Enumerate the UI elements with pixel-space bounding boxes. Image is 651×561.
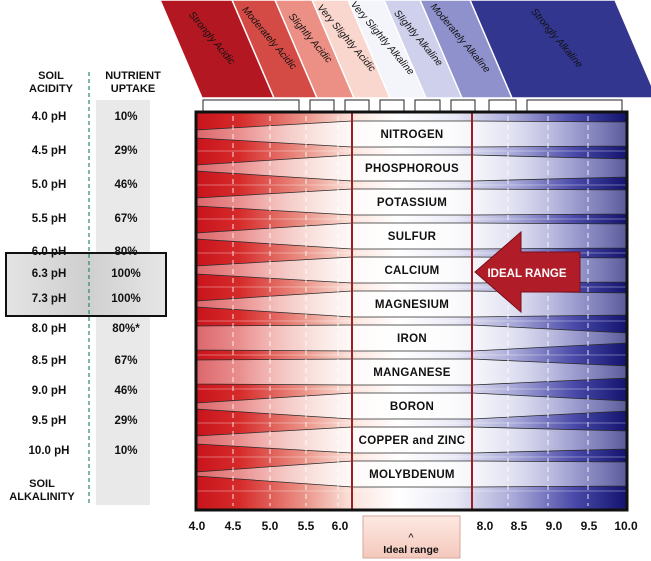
- axis-tick-label: 10.0: [614, 519, 638, 533]
- nutrient-label: IRON: [397, 333, 427, 345]
- uptake-value: 29%: [114, 145, 137, 157]
- nutrient-label: PHOSPHOROUS: [365, 163, 459, 175]
- nutrient-uptake-line1: NUTRIENT: [105, 70, 161, 82]
- ph-value: 8.0 pH: [32, 323, 67, 335]
- nutrient-label: POTASSIUM: [377, 197, 447, 209]
- uptake-value: 46%: [114, 385, 137, 397]
- nutrient-chart: NITROGEN PHOSPHOROUS POTASSIUM SULFUR CALCIU…: [194, 110, 629, 512]
- nutrient-label: MAGNESIUM: [375, 299, 449, 311]
- ph-value: 7.3 pH: [32, 293, 67, 305]
- ph-range-banners: Strongly Acidic Moderately AcidicSlightly…: [159, 0, 651, 112]
- ideal-range-caption: ^ Ideal range: [362, 515, 461, 559]
- soil-alkalinity-line2: ALKALINITY: [9, 491, 75, 503]
- chart-gridlines: [232, 116, 589, 506]
- range-banner: [469, 0, 651, 99]
- range-bracket: [344, 99, 370, 112]
- ph-value: 5.5 pH: [32, 213, 67, 225]
- range-bracket: [414, 99, 441, 112]
- ph-value: 10.0 pH: [29, 445, 70, 457]
- range-bracket: [309, 99, 335, 112]
- soil-alkalinity-line1: SOIL: [29, 478, 55, 490]
- axis-tick-label: 4.5: [225, 519, 242, 533]
- ideal-range-label: IDEAL RANGE: [487, 268, 566, 280]
- soil-acidity-line2: ACIDITY: [29, 83, 74, 95]
- nutrient-label: MOLYBDENUM: [369, 469, 455, 481]
- uptake-value: 100%: [111, 268, 140, 280]
- ph-value: 8.5 pH: [32, 355, 67, 367]
- ph-value: 9.0 pH: [32, 385, 67, 397]
- axis-tick-label: 8.0: [477, 519, 494, 533]
- ideal-rows-box: [5, 252, 167, 317]
- uptake-value: 100%: [111, 293, 140, 305]
- range-bracket: [202, 99, 300, 112]
- chart-frame: [194, 110, 629, 512]
- caption-box: [362, 515, 461, 559]
- soil-acidity-header: SOIL ACIDITY: [29, 70, 74, 95]
- ph-value: 9.5 pH: [32, 415, 67, 427]
- nutrient-uptake-header: NUTRIENT UPTAKE: [105, 70, 161, 95]
- uptake-value: 10%: [114, 111, 137, 123]
- soil-acidity-line1: SOIL: [38, 70, 64, 82]
- nutrient-label: BORON: [390, 401, 434, 413]
- uptake-value: 46%: [114, 179, 137, 191]
- range-bracket: [526, 99, 623, 112]
- uptake-value: 67%: [114, 355, 137, 367]
- soil-alkalinity-header: SOIL ALKALINITY: [9, 478, 75, 503]
- ph-value: 5.0 pH: [32, 179, 67, 191]
- nutrient-label: SULFUR: [388, 231, 437, 243]
- nutrient-labels: NITROGEN PHOSPHOROUS POTASSIUM SULFUR CALCIU…: [359, 129, 466, 481]
- axis-tick-label: 5.0: [262, 519, 279, 533]
- range-bracket: [488, 99, 517, 112]
- nutrient-label: COPPER and ZINC: [359, 435, 466, 447]
- nutrient-label: CALCIUM: [384, 265, 439, 277]
- uptake-value: 29%: [114, 415, 137, 427]
- ph-value: 4.0 pH: [32, 111, 67, 123]
- caret-symbol: ^: [408, 532, 414, 544]
- range-bracket: [379, 99, 405, 112]
- axis-tick-label: 4.0: [189, 519, 206, 533]
- uptake-value: 67%: [114, 213, 137, 225]
- nutrient-label: MANGANESE: [373, 367, 450, 379]
- ph-value: 6.0 pH: [32, 246, 67, 258]
- nutrient-label: NITROGEN: [380, 129, 443, 141]
- ideal-range-caption-text: Ideal range: [383, 544, 439, 556]
- nutrient-uptake-line2: UPTAKE: [111, 83, 155, 95]
- range-bracket: [450, 99, 476, 112]
- axis-tick-label: 5.5: [298, 519, 315, 533]
- uptake-value: 80%*: [112, 323, 140, 335]
- uptake-value: 10%: [114, 445, 137, 457]
- axis-tick-label: 6.0: [332, 519, 349, 533]
- ph-value: 6.3 pH: [32, 268, 67, 280]
- arrow-shape: [474, 230, 581, 314]
- ph-uptake-table: 4.0 pH 10% 4.5 pH 29% 5.0 pH 46% 5.5 pH 67% 6.0 …: [29, 111, 141, 457]
- uptake-value: 80%: [114, 246, 137, 258]
- axis-tick-label: 9.5: [581, 519, 598, 533]
- ideal-range-arrow: IDEAL RANGE: [474, 230, 581, 314]
- axis-tick-label: 8.5: [511, 519, 528, 533]
- axis-tick-label: 9.0: [546, 519, 563, 533]
- ph-value: 4.5 pH: [32, 145, 67, 157]
